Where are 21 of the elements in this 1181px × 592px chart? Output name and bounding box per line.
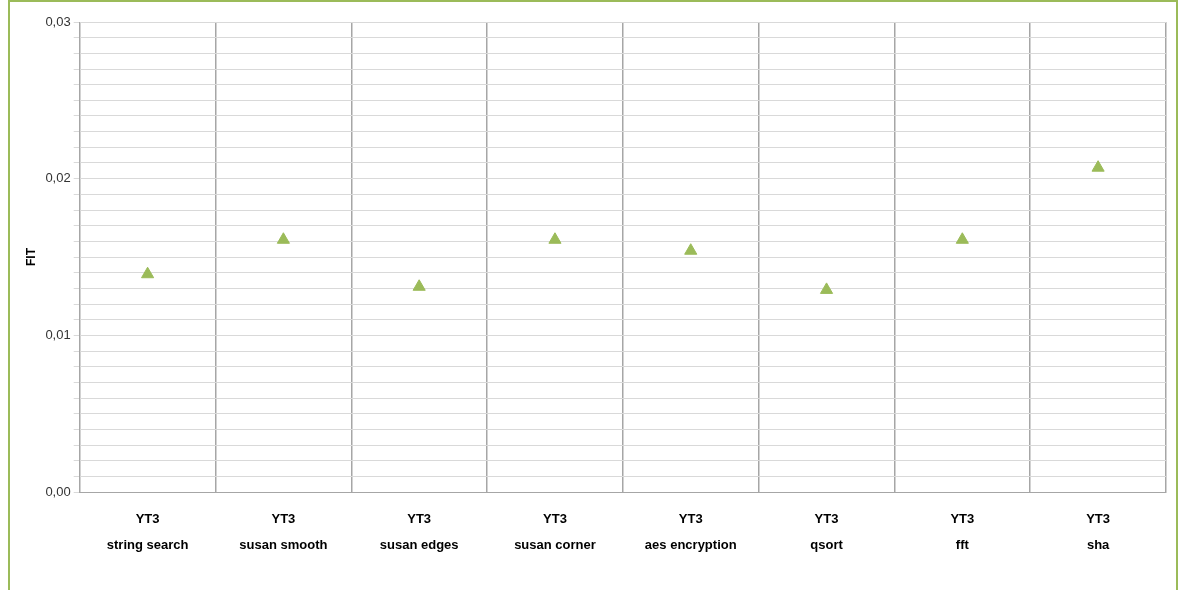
x-tick-label: YT3 susan corner [514,510,596,552]
y-tick-label: 0,00 [45,483,71,499]
point [276,232,290,244]
point [412,279,426,291]
point [141,266,155,279]
x-tick-label: YT3 susan edges [379,510,459,552]
y-tick-label: 0,03 [45,13,71,29]
point [955,232,969,244]
point [548,232,562,244]
x-tick-label: YT3 string search [106,510,189,552]
x-tick-label: YT3 sha [1086,510,1111,552]
x-tick-label: YT3 susan smooth [239,510,328,552]
point [819,282,834,294]
x-tick-label: YT3 fft [950,510,975,552]
y-tick-label: 0,01 [45,326,71,342]
point [1091,160,1105,172]
point [684,243,698,255]
y-tick-label: 0,02 [45,170,71,186]
x-tick-label: YT3 qsort [810,510,844,552]
y-axis-title: FIT [23,247,38,266]
x-tick-label: YT3 aes encryption [644,510,737,552]
